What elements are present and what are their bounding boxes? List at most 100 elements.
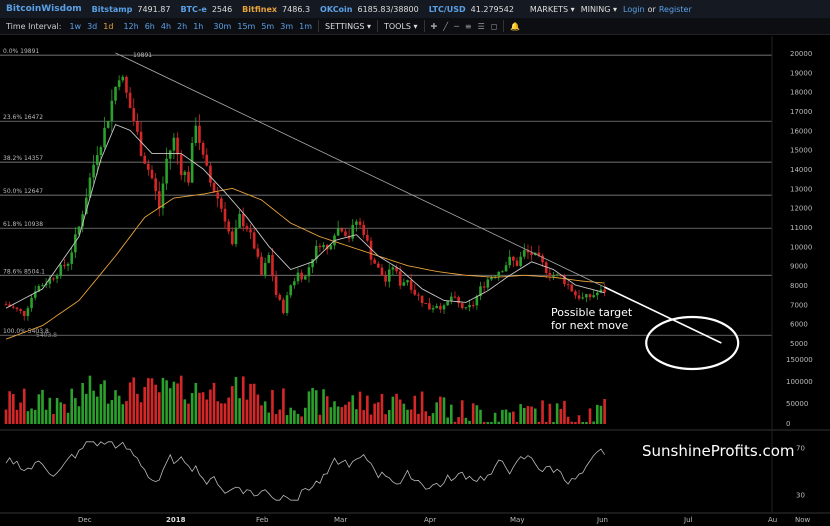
candle-body xyxy=(581,297,584,299)
volume-bar xyxy=(537,422,541,424)
register-link[interactable]: Register xyxy=(658,4,692,14)
fibonacci-icon[interactable]: ☰ xyxy=(477,21,485,31)
volume-bar xyxy=(442,397,446,424)
eraser-icon[interactable]: ◻ xyxy=(490,21,498,31)
candle-body xyxy=(274,276,278,296)
volume-bar xyxy=(296,413,300,424)
candle-body xyxy=(329,245,333,250)
horizontal-line-icon[interactable]: ─ xyxy=(454,21,459,31)
divider xyxy=(318,20,320,32)
candle-body xyxy=(154,178,157,192)
login-link[interactable]: Login xyxy=(623,4,645,14)
divider xyxy=(376,20,378,32)
exchange-name[interactable]: Bitfinex xyxy=(242,4,278,14)
volume-bar xyxy=(12,394,15,424)
target-ellipse xyxy=(645,315,740,371)
tools-menu[interactable]: TOOLS ▾ xyxy=(383,21,418,31)
candle-body xyxy=(304,276,307,280)
markets-menu[interactable]: MARKETS ▾ xyxy=(529,4,575,14)
interval-30m[interactable]: 30m xyxy=(213,21,232,31)
candle-body xyxy=(172,137,176,151)
candle-body xyxy=(70,252,73,264)
candle-body xyxy=(501,271,504,273)
crosshair-icon[interactable]: ✚ xyxy=(430,21,438,31)
volume-bar xyxy=(234,376,238,424)
volume-tick-label: 100000 xyxy=(786,378,813,386)
draw-line-icon[interactable]: ╱ xyxy=(443,21,449,31)
candle-body xyxy=(121,76,125,81)
interval-12h[interactable]: 12h xyxy=(123,21,139,31)
volume-bar xyxy=(19,402,22,424)
price-chart[interactable]: 5000 6000 7000 8000 9000 10000 11000 12000 13000… xyxy=(0,36,830,526)
candle-body xyxy=(165,158,168,184)
candle-body xyxy=(347,235,351,239)
exchange-name[interactable]: BTC-e xyxy=(180,4,207,14)
volume-bar xyxy=(380,393,384,424)
candle-body xyxy=(223,208,227,222)
interval-3m[interactable]: 3m xyxy=(280,21,294,31)
volume-bar xyxy=(59,402,63,424)
candle-body xyxy=(95,155,99,165)
volume-bar xyxy=(450,404,453,424)
exchange-name[interactable]: Bitstamp xyxy=(91,4,133,14)
interval-1h[interactable]: 1h xyxy=(193,21,204,31)
interval-2h[interactable]: 2h xyxy=(177,21,188,31)
candle-body xyxy=(563,275,566,285)
candle-body xyxy=(318,245,322,248)
candle-body xyxy=(457,297,460,304)
candle-body xyxy=(168,150,172,159)
candle-body xyxy=(48,278,52,284)
interval-1m[interactable]: 1m xyxy=(299,21,313,31)
interval-6h[interactable]: 6h xyxy=(144,21,155,31)
top-bar: BitcoinWisdom Bitstamp 7491.87 BTC-e 2546 Bi… xyxy=(0,0,830,18)
time-tick-label: Feb xyxy=(256,516,269,524)
volume-bar xyxy=(252,383,256,424)
volume-bar xyxy=(479,409,482,424)
interval-4h[interactable]: 4h xyxy=(160,21,172,31)
alert-bell-icon[interactable]: 🔔 xyxy=(510,21,521,31)
volume-bar xyxy=(391,396,395,424)
price-tick-label: 15000 xyxy=(790,147,812,155)
volume-bar xyxy=(387,409,391,424)
volume-bar xyxy=(238,398,241,424)
mining-menu[interactable]: MINING ▾ xyxy=(580,4,618,14)
interval-3d[interactable]: 3d xyxy=(87,21,98,31)
volume-bar xyxy=(329,407,333,424)
volume-bar xyxy=(384,414,387,424)
volume-tick-label: 150000 xyxy=(786,356,813,364)
volume-bar xyxy=(530,406,533,424)
interval-1d[interactable]: 1d xyxy=(103,21,114,31)
volume-bar xyxy=(555,403,559,424)
exchange-name[interactable]: LTC/USD xyxy=(428,4,466,14)
settings-menu[interactable]: SETTINGS ▾ xyxy=(325,21,371,31)
volume-bar xyxy=(460,400,464,424)
candle-body xyxy=(599,289,603,293)
brand-logo[interactable]: BitcoinWisdom xyxy=(6,4,82,14)
interval-15m[interactable]: 15m xyxy=(237,21,256,31)
projected-trend-line xyxy=(604,286,722,344)
volume-bar xyxy=(322,389,325,424)
volume-bar xyxy=(190,393,194,424)
volume-bar xyxy=(581,422,584,424)
candle-body xyxy=(384,275,387,282)
candle-body xyxy=(161,183,165,209)
candle-body xyxy=(555,274,559,276)
exchange-price: 41.279542 xyxy=(470,4,514,14)
exchange-name[interactable]: OKCoin xyxy=(320,4,353,14)
volume-bar xyxy=(22,388,26,424)
oscillator-tick-label: 30 xyxy=(796,491,805,499)
price-tick-label: 14000 xyxy=(790,166,812,174)
candle-body xyxy=(183,171,187,176)
fib-level-label: 38.2% 14357 xyxy=(3,155,43,162)
candle-body xyxy=(504,265,508,272)
volume-bar xyxy=(194,382,198,424)
candle-body xyxy=(30,297,33,309)
candle-body xyxy=(468,305,471,308)
volume-bar xyxy=(446,417,449,424)
channel-icon[interactable]: ≡ xyxy=(464,21,472,31)
interval-1w[interactable]: 1w xyxy=(69,21,82,31)
candle-body xyxy=(508,256,511,266)
interval-5m[interactable]: 5m xyxy=(261,21,275,31)
candle-body xyxy=(519,256,522,266)
time-tick-label: Au xyxy=(768,516,777,524)
